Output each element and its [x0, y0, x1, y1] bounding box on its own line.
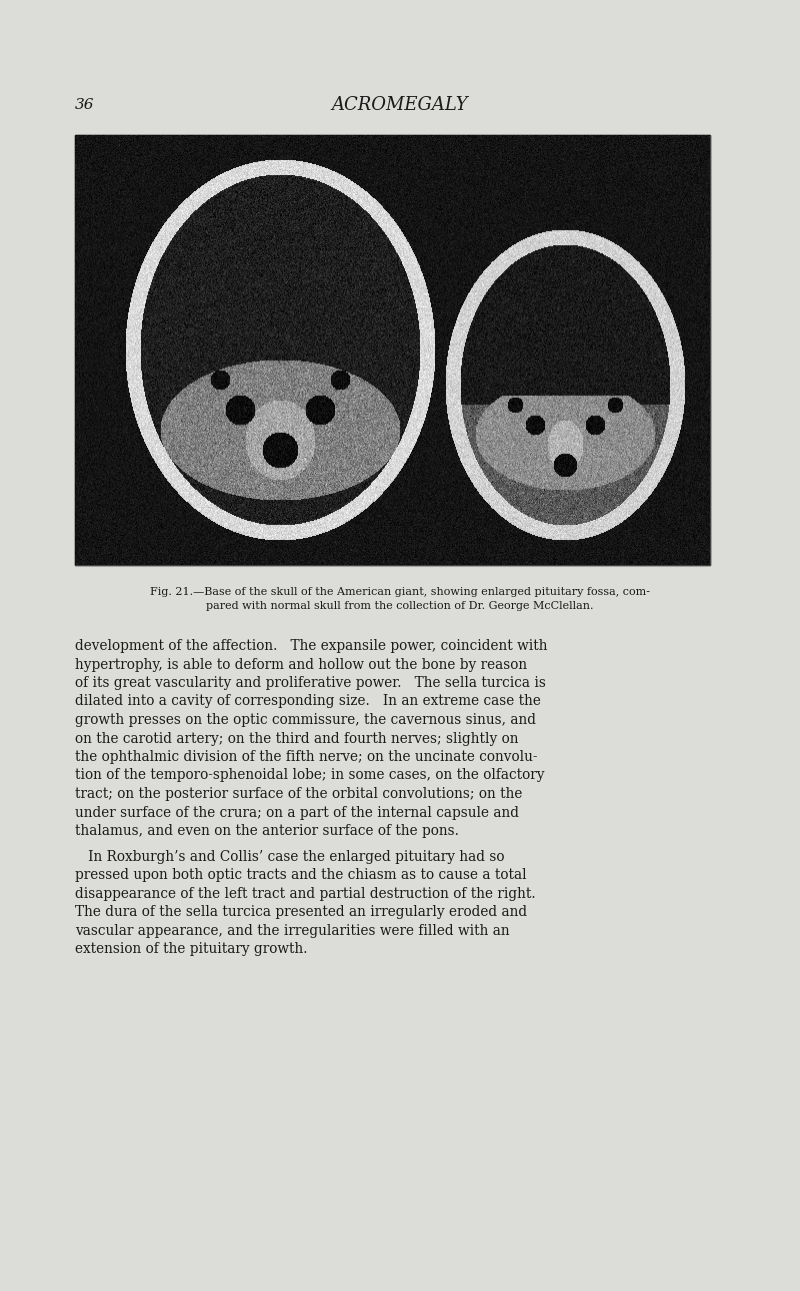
Text: pared with normal skull from the collection of Dr. George McClellan.: pared with normal skull from the collect… [206, 602, 594, 611]
Text: thalamus, and even on the anterior surface of the pons.: thalamus, and even on the anterior surfa… [75, 824, 459, 838]
Text: vascular appearance, and the irregularities were filled with an: vascular appearance, and the irregularit… [75, 924, 510, 937]
Text: 36: 36 [75, 98, 94, 112]
Text: growth presses on the optic commissure, the cavernous sinus, and: growth presses on the optic commissure, … [75, 713, 536, 727]
Text: ACROMEGALY: ACROMEGALY [332, 96, 468, 114]
Text: tion of the temporo-sphenoidal lobe; in some cases, on the olfactory: tion of the temporo-sphenoidal lobe; in … [75, 768, 545, 782]
Text: pressed upon both optic tracts and the chiasm as to cause a total: pressed upon both optic tracts and the c… [75, 869, 526, 883]
Text: disappearance of the left tract and partial destruction of the right.: disappearance of the left tract and part… [75, 887, 536, 901]
Text: Fig. 21.—Base of the skull of the American giant, showing enlarged pituitary fos: Fig. 21.—Base of the skull of the Americ… [150, 587, 650, 596]
Text: development of the affection.   The expansile power, coincident with: development of the affection. The expans… [75, 639, 547, 653]
Text: dilated into a cavity of corresponding size.   In an extreme case the: dilated into a cavity of corresponding s… [75, 695, 541, 709]
Text: hypertrophy, is able to deform and hollow out the bone by reason: hypertrophy, is able to deform and hollo… [75, 657, 527, 671]
Text: the ophthalmic division of the fifth nerve; on the uncinate convolu-: the ophthalmic division of the fifth ner… [75, 750, 538, 764]
Text: on the carotid artery; on the third and fourth nerves; slightly on: on the carotid artery; on the third and … [75, 732, 518, 745]
Bar [75, 136, 710, 565]
Text: of its great vascularity and proliferative power.   The sella turcica is: of its great vascularity and proliferati… [75, 676, 546, 689]
Text: extension of the pituitary growth.: extension of the pituitary growth. [75, 942, 307, 957]
Bar [75, 136, 710, 565]
Text: The dura of the sella turcica presented an irregularly eroded and: The dura of the sella turcica presented … [75, 905, 527, 919]
Text: under surface of the crura; on a part of the internal capsule and: under surface of the crura; on a part of… [75, 806, 519, 820]
Text: tract; on the posterior surface of the orbital convolutions; on the: tract; on the posterior surface of the o… [75, 788, 522, 800]
Text: In Roxburgh’s and Collis’ case the enlarged pituitary had so: In Roxburgh’s and Collis’ case the enlar… [75, 849, 505, 864]
